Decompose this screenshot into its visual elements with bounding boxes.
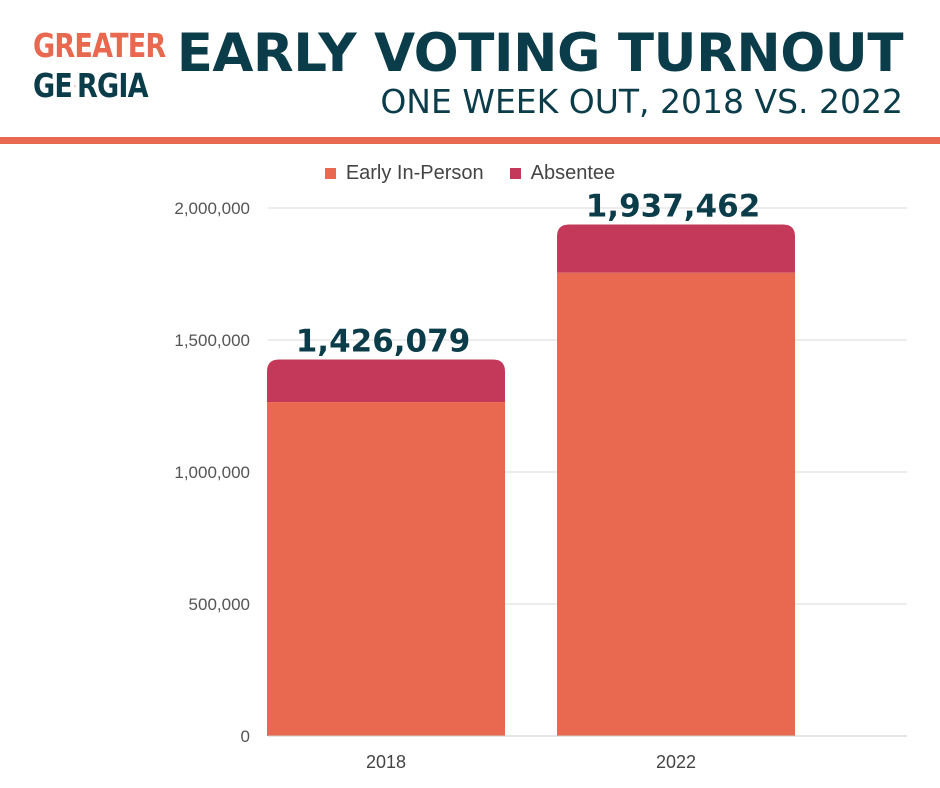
peach-shield-icon (73, 84, 76, 88)
bar-segment-early-in-person (557, 272, 795, 736)
header-divider (0, 137, 940, 144)
legend-swatch-early-in-person (324, 167, 336, 179)
bar-segment-absentee (267, 359, 505, 403)
legend-item-early-in-person: Early In-Person (324, 161, 484, 185)
chart-title: EARLY VOTING TURNOUT (176, 23, 904, 84)
chart-subtitle: ONE WEEK OUT, 2018 VS. 2022 (380, 82, 903, 121)
y-tick-label: 2,000,000 (174, 199, 250, 218)
logo-text-line2: GE RGIA (33, 66, 149, 106)
y-tick-label: 500,000 (189, 595, 250, 614)
legend-swatch-absentee (509, 167, 521, 179)
x-tick-label: 2022 (656, 752, 696, 772)
y-tick-label: 1,000,000 (174, 463, 250, 482)
bar-total-label: 1,426,079 (296, 324, 471, 360)
logo-text-line2-right: RGIA (77, 66, 149, 105)
legend-item-absentee: Absentee (509, 161, 616, 185)
bar-total-label: 1,937,462 (586, 189, 761, 225)
greater-georgia-logo: GREATER GE RGIA (33, 26, 173, 108)
y-tick-label: 0 (241, 727, 250, 746)
logo-text-line1: GREATER (33, 26, 166, 65)
y-tick-label: 1,500,000 (174, 331, 250, 350)
x-tick-label: 2018 (366, 752, 406, 772)
bar-segment-early-in-person (267, 402, 505, 736)
chart-legend: Early In-Person Absentee (0, 160, 940, 186)
title-block: EARLY VOTING TURNOUT ONE WEEK OUT, 2018 … (176, 23, 904, 121)
bar-segment-absentee (557, 224, 795, 273)
legend-label-absentee: Absentee (530, 161, 616, 184)
legend-label-early-in-person: Early In-Person (345, 161, 484, 184)
logo-text-line2-left: GE (33, 66, 73, 105)
